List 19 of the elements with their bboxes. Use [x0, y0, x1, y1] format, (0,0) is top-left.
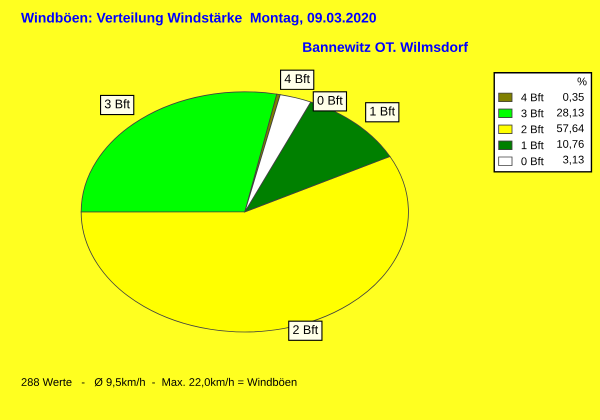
slice-label: 4 Bft [284, 74, 310, 84]
legend-label: 3 Bft [521, 109, 544, 118]
chart-title: Windböen: Verteilung Windstärke Montag, 09.03.2020 [21, 12, 376, 26]
text: 288 Werte - Ø 9,5km/h - Max. 22,0km/h = Windböen [22, 378, 296, 388]
legend-title: % [578, 78, 587, 86]
legend-label: 2 Bft [521, 125, 544, 134]
legend-label: 4 Bft [521, 93, 544, 102]
legend-label: 0 Bft [521, 157, 544, 166]
slice-label: 0 Bft [318, 96, 343, 105]
slice-label: 3 Bft [104, 99, 130, 108]
data-label: 0,35 [563, 92, 584, 102]
data-label: 28,13 [557, 108, 584, 118]
chart-subtitle: Bannewitz OT. Wilmsdorf [303, 42, 468, 52]
slice-label: 1 Bft [370, 106, 396, 116]
legend-label: 1 Bft [522, 141, 544, 150]
data-label: 10,76 [557, 140, 584, 150]
data-label: 3,13 [563, 156, 584, 165]
data-label: 57,64 [556, 124, 584, 134]
category-label: 2 Bft [293, 324, 318, 334]
